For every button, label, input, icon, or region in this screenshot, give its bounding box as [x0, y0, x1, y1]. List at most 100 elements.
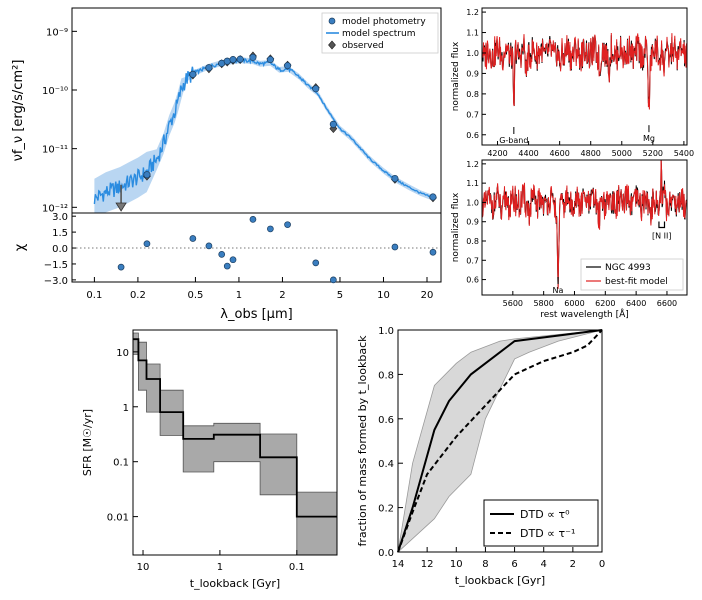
sed-photometry-point — [229, 56, 237, 64]
spec_bot-legend-box — [580, 258, 684, 291]
sed-ytick-label: 10⁻⁹ — [46, 27, 68, 38]
spec_top-model-line — [482, 32, 687, 110]
spec_bot-frame — [481, 159, 688, 296]
chi-point — [205, 242, 213, 250]
sed-model-spectrum-line — [93, 57, 434, 205]
sed-ytick-label: 10⁻¹⁰ — [42, 86, 68, 97]
spec_top-ytick-label: 1.0 — [466, 49, 479, 58]
chi-ylabel: χ — [13, 243, 28, 251]
massfrac-ytick-label: 0.8 — [378, 370, 394, 381]
sed-ytick-label: 10⁻¹¹ — [42, 145, 68, 156]
legend-observed-marker — [328, 40, 336, 50]
sed-photometry-point — [329, 120, 337, 128]
sed-ylabel: νf_ν [erg/s/cm²] — [11, 60, 26, 162]
sfr-ylabel: SFR [M☉/yr] — [81, 409, 94, 476]
sed-xtick-label: 10 — [377, 290, 390, 301]
massfrac-legend-box — [483, 499, 599, 547]
sfr-ytick-label: 0.1 — [113, 458, 129, 469]
chi-point — [312, 259, 320, 267]
spec_bot-ytick-label: 0.6 — [466, 276, 479, 285]
sed-photometry-point — [312, 85, 320, 93]
spec_bot-ylabel: normalized flux — [451, 192, 461, 262]
spec_top-ytick-label: 0.9 — [466, 69, 479, 78]
spec_top-plot-area — [482, 32, 687, 110]
spec_top-xtick-label: 4400 — [518, 149, 538, 158]
spec_bot-xtick-label: 6600 — [657, 299, 677, 308]
sed-xtick-label: 5 — [337, 290, 343, 301]
massfrac-xtick-label: 0 — [599, 559, 605, 570]
massfrac-xtick-label: 14 — [392, 559, 405, 570]
spec_bot-ytick-label: 0.7 — [466, 256, 479, 265]
spec_top-ytick-label: 0.6 — [466, 131, 479, 140]
spec_top-frame — [481, 7, 688, 146]
legend-ngc-label: NGC 4993 — [605, 263, 651, 273]
sed-photometry-point — [236, 55, 244, 63]
spec_top-ytick-label: 1.2 — [466, 8, 479, 17]
sed-photometry-point — [391, 174, 399, 183]
spec_top-xtick-label: 5400 — [674, 149, 694, 158]
spec_bot-model-line — [482, 160, 687, 289]
sed-xtick-label: 20 — [421, 290, 434, 301]
sed-photometry-point — [205, 64, 213, 72]
spec_bot-legend: NGC 4993 best-fit model — [580, 258, 684, 291]
spec_top-xtick-label: 4200 — [487, 149, 507, 158]
sfr-frame — [132, 329, 338, 556]
legend-photometry-marker — [328, 17, 336, 25]
sfr-ytick-label: 1 — [123, 403, 129, 414]
sed-legend: model photometry model spectrum observed — [321, 12, 439, 54]
massfrac-xtick-label: 8 — [482, 559, 488, 570]
sed-spectrum-band — [94, 57, 433, 213]
spec_bot-xtick-label: 6200 — [595, 299, 615, 308]
massfrac-xtick-label: 12 — [421, 559, 434, 570]
massfrac-ytick-label: 0.2 — [378, 504, 394, 515]
sfr-uncertainty-band — [132, 332, 338, 556]
spec_top-ytick-label: 0.8 — [466, 90, 479, 99]
massfrac-uncertainty-band — [397, 329, 603, 554]
sed-photometry-point — [266, 56, 274, 64]
sed-xtick-label: 2 — [279, 290, 285, 301]
spec_top-xtick-label: 5200 — [643, 149, 663, 158]
sfr-xtick-label: 1 — [217, 562, 223, 573]
massfrac-series-line — [397, 329, 603, 553]
massfrac-xtick-label: 2 — [570, 559, 576, 570]
sed-photometry-point — [429, 193, 437, 201]
spec_top-ytick-label: 0.7 — [466, 110, 479, 119]
massfrac-xtick-label: 6 — [511, 559, 517, 570]
spec_top-xtick-label: 5000 — [612, 149, 632, 158]
spec_top-annotation-label: G-band — [499, 136, 528, 145]
sed-xtick-label: 0.5 — [187, 290, 203, 301]
chi-point — [249, 216, 257, 223]
sfr-xtick-label: 10 — [137, 562, 150, 573]
sfr-chart: 10 1 0.1 0.01 10 1 0.1 t_lookback [Gyr] SFR [M☉/… — [81, 329, 338, 590]
spec_bot-xtick-label: 5600 — [503, 299, 523, 308]
chi-point — [429, 248, 437, 256]
spec_top-ylabel: normalized flux — [451, 41, 461, 111]
spec_top-ytick-label: 1.1 — [466, 29, 479, 38]
legend-series-label: DTD ∝ τ⁻¹ — [520, 527, 575, 540]
sfr-step-line — [133, 338, 337, 518]
sed-xtick-label: 0.2 — [130, 290, 146, 301]
massfrac-frame — [397, 329, 603, 553]
chi-point — [143, 240, 151, 248]
sed-photometry-point — [223, 57, 231, 65]
massfrac-ytick-label: 0.6 — [378, 415, 394, 426]
chi-ytick-label: 1.5 — [52, 228, 68, 239]
spec_bot-ytick-label: 1.2 — [466, 160, 479, 169]
chi-point — [229, 256, 237, 264]
sfr-xtick-label: 0.1 — [289, 562, 305, 573]
legend-photometry-label: model photometry — [342, 17, 426, 27]
spec_bot-nii-label: [N II] — [652, 232, 672, 241]
massfrac-ytick-label: 1.0 — [378, 326, 394, 337]
chi-ytick-label: −1.5 — [44, 260, 68, 271]
massfrac-legend: DTD ∝ τ⁰ DTD ∝ τ⁻¹ — [483, 499, 599, 547]
spec_bot-xtick-label: 5800 — [533, 299, 553, 308]
chi-point — [284, 221, 291, 229]
sfr-ytick-label: 10 — [116, 348, 129, 359]
sed-legend-box — [321, 12, 439, 54]
spec_top-annotation-label: Mg — [643, 134, 655, 143]
sed-xlabel: λ_obs [μm] — [220, 307, 292, 322]
sed-plot-area — [93, 51, 437, 213]
legend-observed-label: observed — [342, 41, 384, 51]
